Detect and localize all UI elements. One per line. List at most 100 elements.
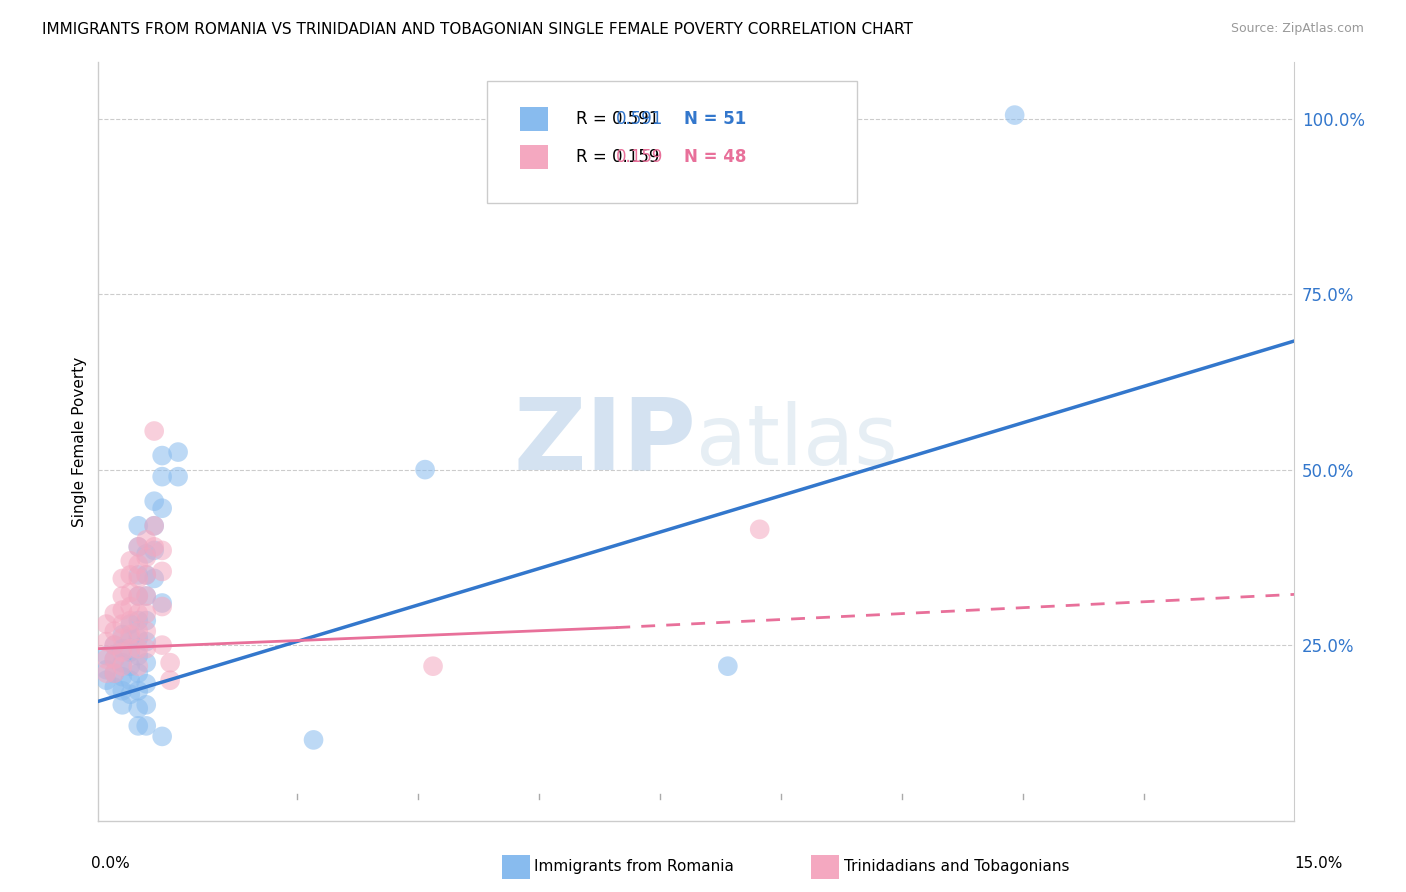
Text: R = 0.159: R = 0.159: [576, 148, 659, 166]
Point: [120, 568, 142, 582]
Point: [103, 638, 125, 652]
Point: [111, 617, 134, 632]
Point: [135, 533, 157, 547]
Text: N = 48: N = 48: [685, 148, 747, 166]
Point: [135, 607, 157, 621]
Point: [150, 543, 173, 558]
Text: 0.591: 0.591: [616, 111, 664, 128]
Point: [150, 449, 173, 463]
Point: [135, 550, 157, 565]
Point: [120, 631, 142, 645]
Text: IMMIGRANTS FROM ROMANIA VS TRINIDADIAN AND TOBAGONIAN SINGLE FEMALE POVERTY CORR: IMMIGRANTS FROM ROMANIA VS TRINIDADIAN A…: [42, 22, 912, 37]
Point: [96, 652, 118, 666]
Point: [127, 589, 149, 603]
Text: 0.159: 0.159: [616, 148, 664, 166]
Point: [111, 670, 134, 684]
Text: atlas: atlas: [696, 401, 897, 482]
Point: [135, 568, 157, 582]
Point: [717, 659, 740, 673]
Point: [135, 614, 157, 628]
Point: [135, 698, 157, 712]
Point: [150, 596, 173, 610]
Point: [103, 652, 125, 666]
Point: [127, 631, 149, 645]
Point: [120, 687, 142, 701]
Point: [135, 656, 157, 670]
Text: 15.0%: 15.0%: [1295, 856, 1343, 871]
Point: [103, 607, 125, 621]
Point: [111, 656, 134, 670]
Point: [422, 659, 444, 673]
Point: [111, 603, 134, 617]
Point: [143, 494, 166, 508]
Point: [96, 666, 118, 681]
Point: [127, 540, 149, 554]
Point: [143, 518, 166, 533]
Point: [96, 673, 118, 688]
Point: [120, 614, 142, 628]
Point: [302, 732, 325, 747]
Point: [103, 680, 125, 694]
Point: [103, 666, 125, 681]
Point: [120, 645, 142, 659]
Point: [120, 641, 142, 656]
Point: [150, 599, 173, 614]
Point: [120, 599, 142, 614]
Text: Immigrants from Romania: Immigrants from Romania: [534, 859, 734, 873]
Point: [1004, 108, 1026, 122]
Point: [127, 624, 149, 639]
Point: [135, 634, 157, 648]
Point: [111, 659, 134, 673]
Point: [159, 656, 181, 670]
Point: [150, 501, 173, 516]
Point: [127, 571, 149, 585]
Point: [150, 469, 173, 483]
Text: ZIP: ZIP: [513, 393, 696, 490]
Point: [150, 565, 173, 579]
Text: R = 0.591: R = 0.591: [576, 111, 659, 128]
Point: [96, 648, 118, 663]
Text: 0.0%: 0.0%: [91, 856, 131, 871]
Point: [127, 568, 149, 582]
Point: [748, 522, 770, 536]
Point: [143, 571, 166, 585]
Point: [96, 663, 118, 677]
Point: [111, 641, 134, 656]
Point: [127, 558, 149, 572]
FancyBboxPatch shape: [520, 145, 548, 169]
Point: [135, 677, 157, 691]
Point: [159, 673, 181, 688]
Point: [103, 638, 125, 652]
Point: [127, 659, 149, 673]
Text: Trinidadians and Tobagonians: Trinidadians and Tobagonians: [844, 859, 1069, 873]
Point: [127, 518, 149, 533]
Y-axis label: Single Female Poverty: Single Female Poverty: [72, 357, 87, 526]
Point: [111, 631, 134, 645]
Point: [111, 698, 134, 712]
Point: [120, 659, 142, 673]
Point: [111, 683, 134, 698]
Point: [143, 540, 166, 554]
Point: [127, 641, 149, 656]
Point: [127, 540, 149, 554]
Text: N = 51: N = 51: [685, 111, 747, 128]
Point: [120, 617, 142, 632]
Point: [127, 701, 149, 715]
Point: [167, 445, 190, 459]
FancyBboxPatch shape: [520, 107, 548, 131]
Point: [127, 666, 149, 681]
Point: [120, 673, 142, 688]
Point: [103, 624, 125, 639]
Point: [127, 614, 149, 628]
Point: [135, 547, 157, 561]
Point: [111, 645, 134, 659]
Point: [120, 554, 142, 568]
Point: [111, 589, 134, 603]
Point: [143, 543, 166, 558]
Point: [135, 641, 157, 656]
Point: [111, 627, 134, 641]
Point: [127, 683, 149, 698]
Point: [135, 719, 157, 733]
Point: [413, 462, 436, 476]
Point: [127, 589, 149, 603]
